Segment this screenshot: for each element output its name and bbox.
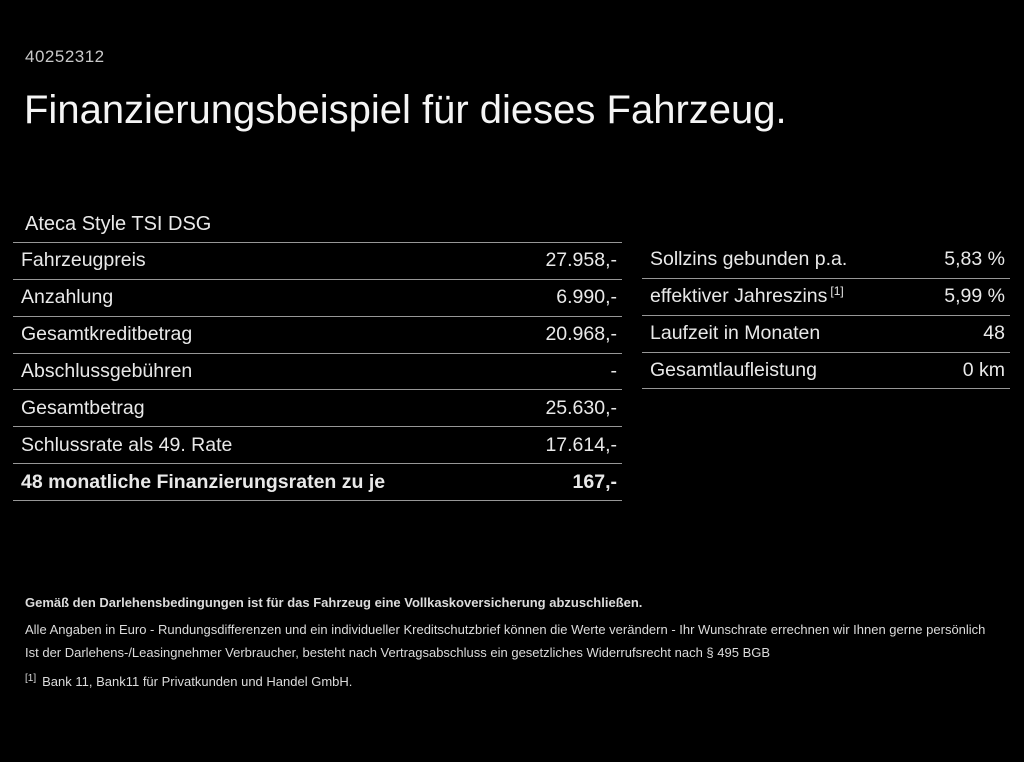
table-row-gesamtbetrag: Gesamtbetrag 25.630,- [13, 390, 622, 428]
image-bottom-edge [0, 762, 1024, 768]
row-value: 167,- [572, 470, 617, 493]
table-row-fahrzeugpreis: Fahrzeugpreis 27.958,- [13, 243, 622, 280]
row-value: 0 km [962, 359, 1005, 381]
row-value: 5,83 % [944, 248, 1005, 271]
row-label: 48 monatliche Finanzierungsraten zu je [21, 470, 386, 493]
table-row-monatsraten: 48 monatliche Finanzierungsraten zu je 1… [13, 464, 622, 502]
row-label: Laufzeit in Monaten [650, 322, 821, 345]
row-label: Gesamtkreditbetrag [21, 323, 193, 346]
table-row-anzahlung: Anzahlung 6.990,- [13, 280, 622, 317]
row-label: effektiver Jahreszins [1] [650, 283, 844, 308]
table-row-abschlussgebuehren: Abschlussgebühren - [13, 354, 622, 391]
row-label: Abschlussgebühren [21, 360, 193, 382]
footnote-marker: [1] [830, 283, 844, 298]
footnote-withdrawal: Ist der Darlehens-/Leasingnehmer Verbrau… [25, 645, 771, 660]
row-label: Gesamtlaufleistung [650, 359, 817, 381]
table-row-effektiver-jahreszins: effektiver Jahreszins [1] 5,99 % [642, 279, 1010, 316]
table-row-laufzeit: Laufzeit in Monaten 48 [642, 316, 1010, 353]
row-value: 5,99 % [944, 285, 1005, 308]
footnote-insurance: Gemäß den Darlehensbedingungen ist für d… [25, 595, 643, 610]
footnote-marker: [1] [25, 672, 37, 684]
footnote-disclaimer: Alle Angaben in Euro - Rundungsdifferenz… [25, 622, 986, 637]
footnotes-section: Gemäß den Darlehensbedingungen ist für d… [25, 595, 1020, 689]
row-label: Sollzins gebunden p.a. [650, 248, 848, 271]
table-row-gesamtlaufleistung: Gesamtlaufleistung 0 km [642, 353, 1010, 390]
row-value: - [610, 360, 618, 382]
row-value: 17.614,- [545, 433, 617, 456]
row-value: 27.958,- [545, 249, 617, 272]
row-label: Fahrzeugpreis [21, 249, 146, 272]
row-label: Gesamtbetrag [21, 396, 145, 419]
row-value: 48 [983, 322, 1005, 345]
footnote-bank: [1] Bank 11, Bank11 für Privatkunden und … [25, 672, 353, 689]
row-label: Schlussrate als 49. Rate [21, 433, 233, 456]
document-number: 40252312 [25, 47, 105, 66]
financing-table: Fahrzeugpreis 27.958,- Anzahlung 6.990,-… [13, 242, 622, 502]
row-value: 6.990,- [556, 286, 617, 309]
vehicle-model: Ateca Style TSI DSG [25, 213, 212, 235]
row-value: 20.968,- [545, 323, 617, 346]
table-row-schlussrate: Schlussrate als 49. Rate 17.614,- [13, 427, 622, 465]
table-row-gesamtkreditbetrag: Gesamtkreditbetrag 20.968,- [13, 317, 622, 354]
page-title: Finanzierungsbeispiel für dieses Fahrzeu… [24, 88, 787, 132]
table-row-sollzins: Sollzins gebunden p.a. 5,83 % [642, 242, 1010, 279]
conditions-table: Sollzins gebunden p.a. 5,83 % effektiver… [642, 242, 1010, 390]
row-label: Anzahlung [21, 286, 114, 309]
row-value: 25.630,- [545, 396, 617, 419]
